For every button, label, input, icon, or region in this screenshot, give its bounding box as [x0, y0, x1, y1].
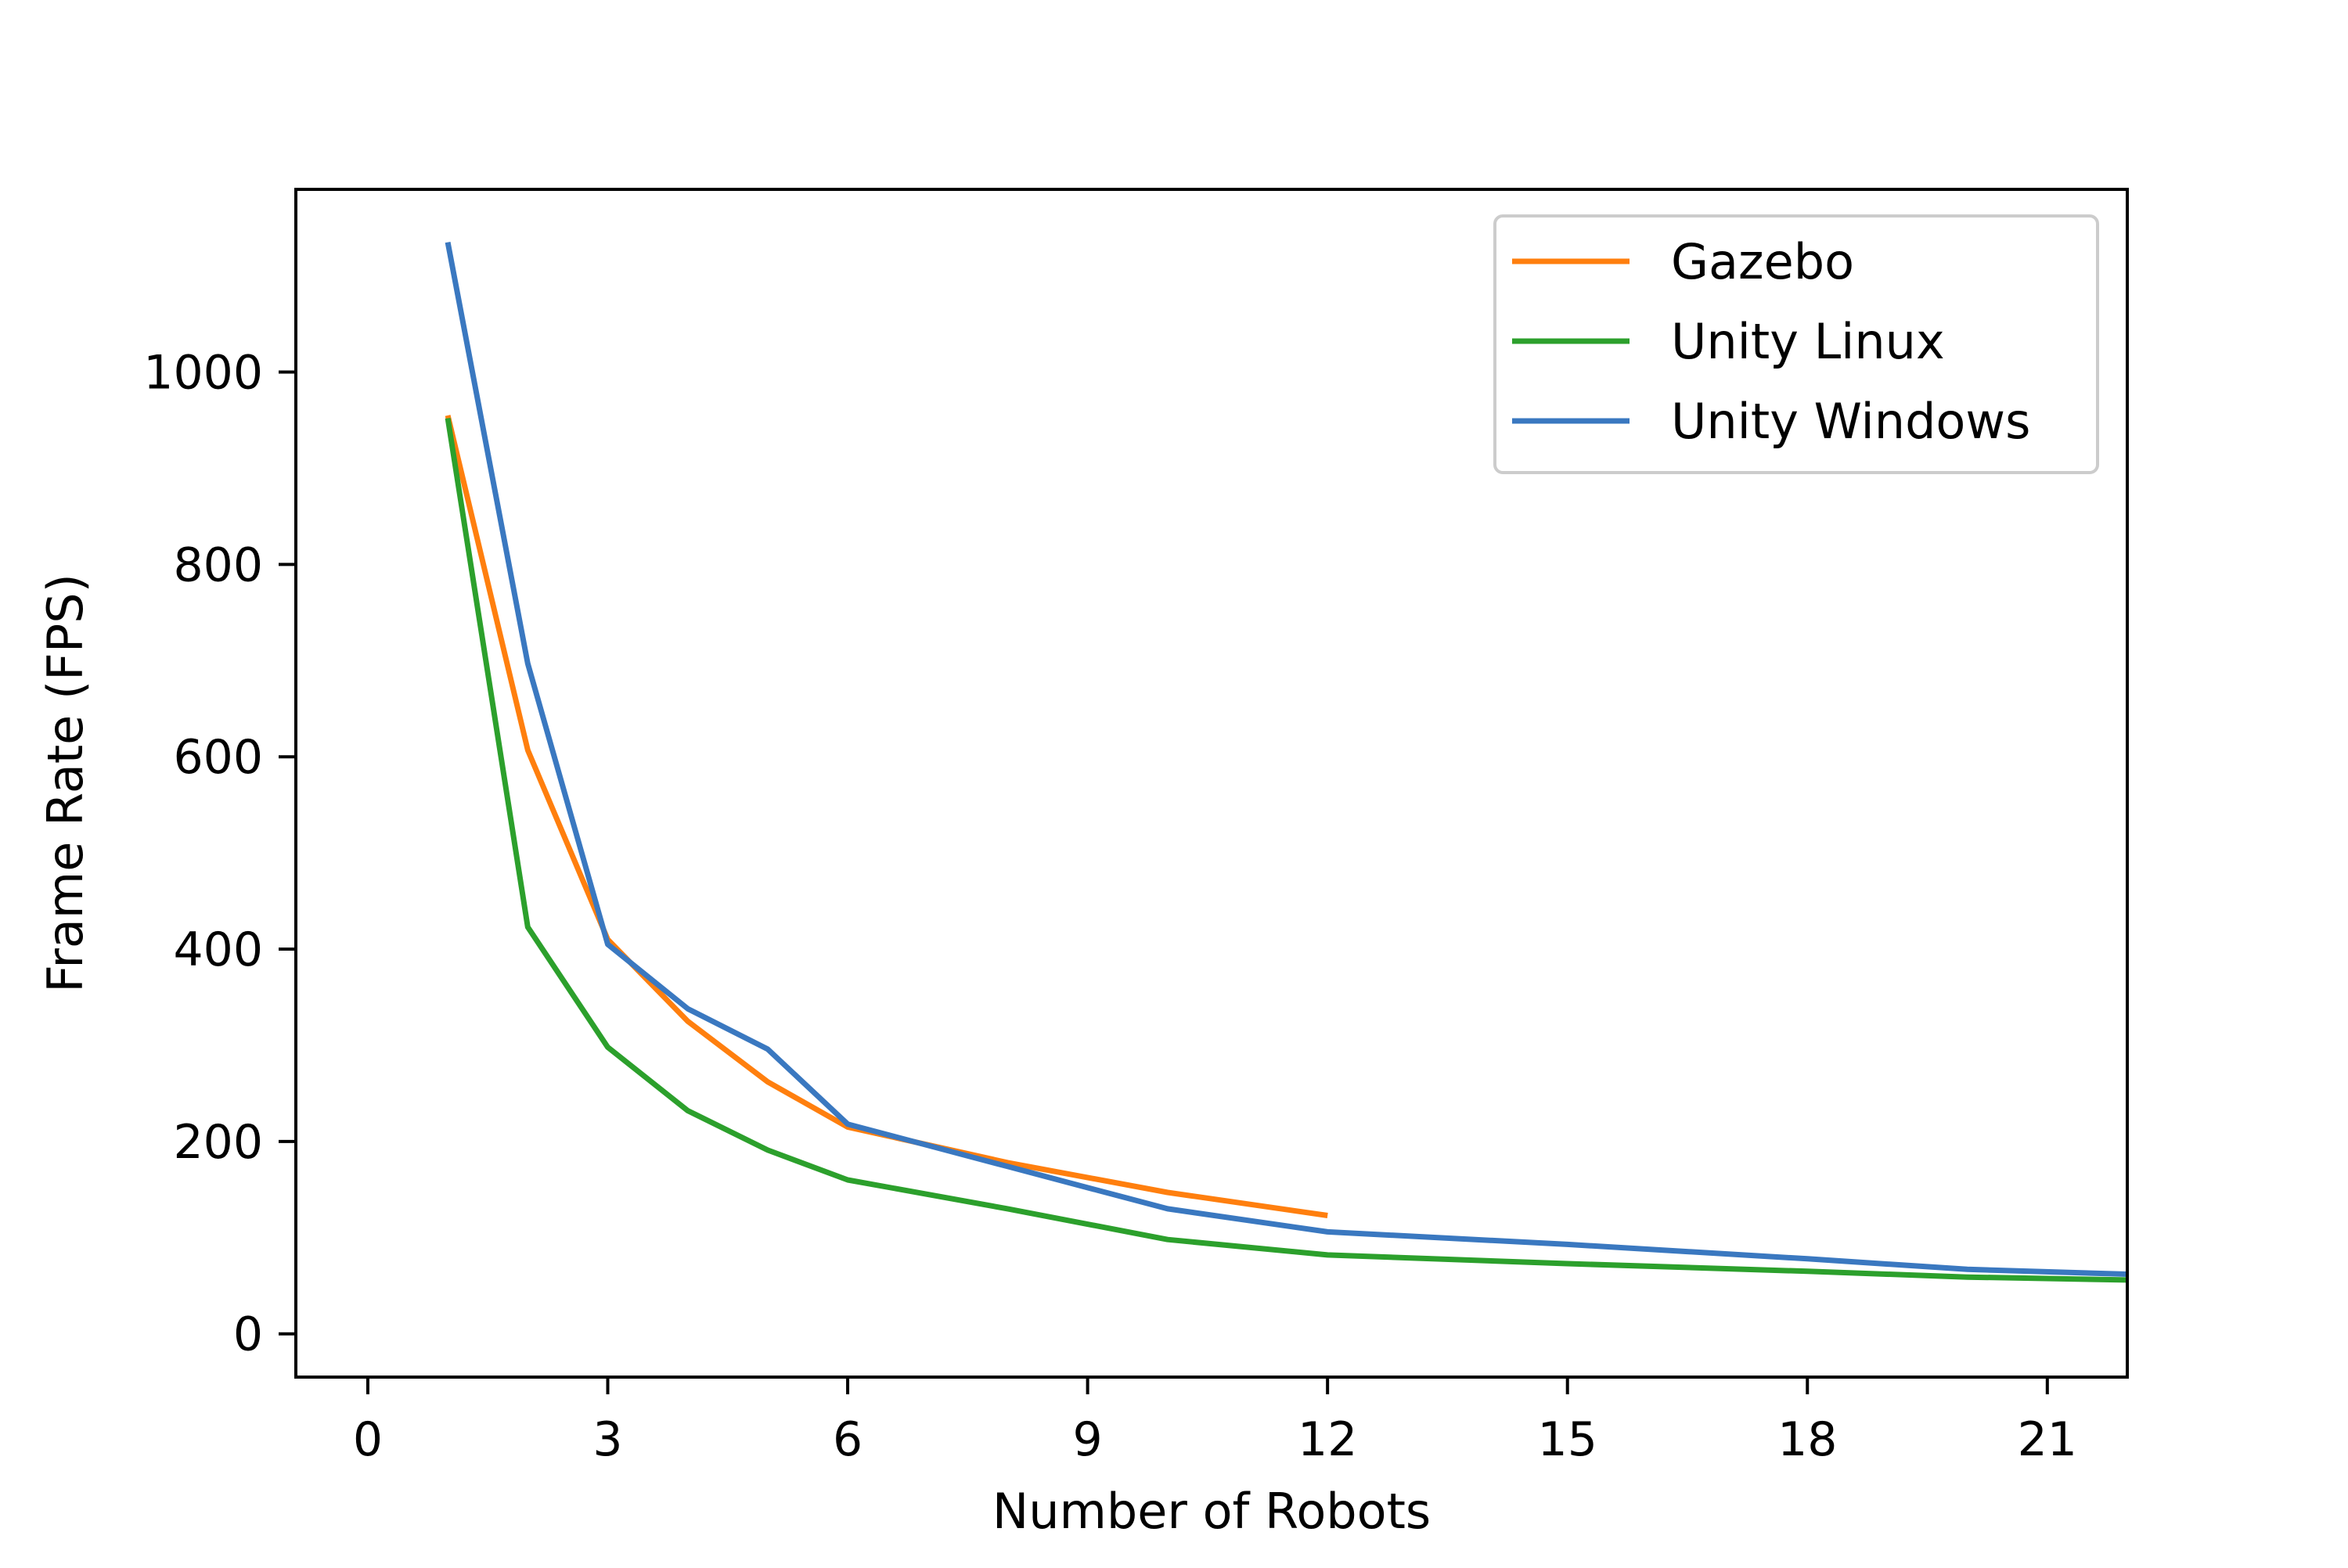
y-tick-label: 0 — [233, 1307, 263, 1362]
x-axis: 0 3 6 9 12 15 18 21 — [353, 1377, 2077, 1467]
plot-area-frame — [294, 188, 2129, 1379]
y-tick-label: 200 — [173, 1115, 263, 1170]
x-tick-label: 21 — [2018, 1412, 2077, 1467]
y-tick-label: 400 — [173, 922, 263, 977]
series-line-unity-windows — [445, 241, 2127, 1277]
x-tick-label: 3 — [592, 1412, 622, 1467]
y-axis: 0 200 400 600 800 1000 — [143, 346, 296, 1362]
y-tick-label: 1000 — [143, 346, 263, 401]
y-axis-title: Frame Rate (FPS) — [37, 574, 94, 993]
series-layer — [445, 241, 2127, 1283]
x-tick-label: 12 — [1298, 1412, 1357, 1467]
series-line-unity-linux — [445, 417, 2127, 1283]
legend-label-unity-windows: Unity Windows — [1671, 393, 2030, 450]
series-line-gazebo — [445, 415, 1328, 1218]
legend: Gazebo Unity Linux Unity Windows — [1493, 214, 2099, 474]
x-tick-label: 18 — [1777, 1412, 1837, 1467]
x-tick-label: 9 — [1073, 1412, 1103, 1467]
x-tick-label: 6 — [833, 1412, 862, 1467]
legend-label-gazebo: Gazebo — [1671, 233, 1854, 290]
x-axis-title: Number of Robots — [992, 1483, 1431, 1540]
x-tick-label: 15 — [1538, 1412, 1597, 1467]
legend-label-unity-linux: Unity Linux — [1671, 313, 1945, 370]
x-tick-label: 0 — [353, 1412, 383, 1467]
y-tick-label: 800 — [173, 538, 263, 592]
legend-box — [1493, 214, 2099, 474]
y-tick-label: 600 — [173, 730, 263, 785]
